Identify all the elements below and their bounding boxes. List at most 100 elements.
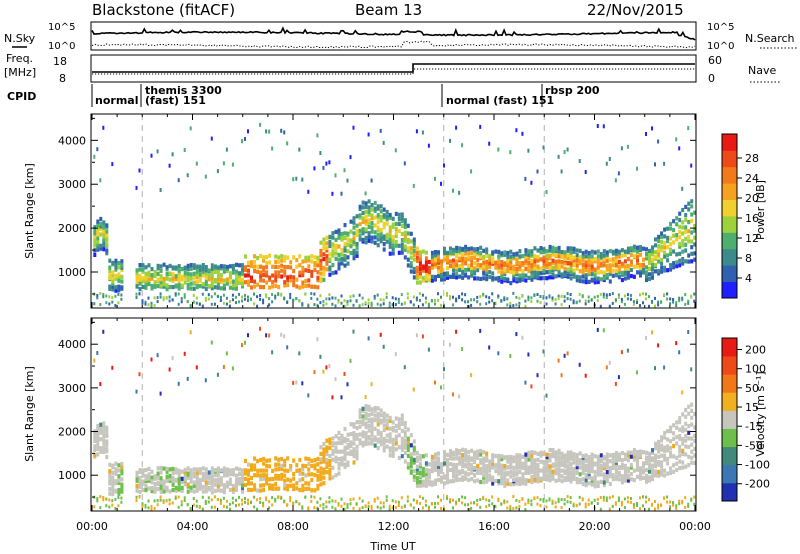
velocity-cell <box>642 463 645 469</box>
power-noise-cell <box>231 162 234 167</box>
colorbar-swatch <box>722 216 737 233</box>
power-cell <box>464 256 468 261</box>
velocity-cell <box>430 454 434 459</box>
velocity-cell <box>207 485 211 491</box>
power-cell <box>283 269 287 274</box>
power-noise-cell <box>497 147 500 152</box>
velocity-cell <box>427 472 431 477</box>
velocity-cell <box>648 451 651 456</box>
power-cell <box>575 278 579 283</box>
velocity-cell <box>114 467 118 472</box>
power-cell <box>355 232 359 237</box>
power-cell <box>427 277 431 282</box>
velocity-cell <box>515 453 519 458</box>
velocity-cell <box>557 451 561 456</box>
velocity-ground-cell <box>482 495 485 499</box>
velocity-ground-cell <box>551 499 554 503</box>
velocity-cell <box>584 453 588 458</box>
power-cell <box>678 230 682 235</box>
velocity-ground-cell <box>253 505 256 509</box>
velocity-cell <box>654 473 657 478</box>
velocity-cell <box>629 471 633 477</box>
velocity-cell <box>536 457 540 462</box>
power-cell <box>666 235 670 240</box>
velocity-ground-cell <box>476 503 479 507</box>
power-cell <box>485 250 489 255</box>
velocity-cell <box>114 488 118 493</box>
power-cell <box>663 254 667 259</box>
power-cell <box>322 246 326 251</box>
velocity-cell <box>186 466 190 471</box>
velocity-cell <box>446 468 449 474</box>
power-cell <box>250 260 253 265</box>
velocity-cell <box>352 433 356 438</box>
velocity-cell <box>222 485 226 491</box>
velocity-cell <box>455 475 459 480</box>
power-cell <box>536 264 540 269</box>
power-ground-cell <box>141 299 144 303</box>
power-cell <box>542 255 546 260</box>
velocity-cell <box>551 473 555 478</box>
velocity-cell <box>153 489 157 494</box>
velocity-cell <box>274 467 278 472</box>
power-cell <box>147 277 151 282</box>
velocity-cell <box>584 457 588 463</box>
power-ground-cell <box>174 293 177 297</box>
power-cell <box>663 234 667 239</box>
power-cell <box>385 232 389 237</box>
velocity-cell <box>669 445 673 451</box>
velocity-ground-cell <box>268 500 271 504</box>
power-ground-cell <box>657 300 660 304</box>
power-ground-cell <box>171 298 174 302</box>
velocity-cell <box>289 483 293 488</box>
power-cell <box>629 267 633 273</box>
velocity-ground-cell <box>231 501 234 505</box>
velocity-ground-cell <box>96 499 99 503</box>
power-cell <box>244 265 247 270</box>
velocity-cell <box>548 456 552 461</box>
velocity-cell <box>675 435 679 440</box>
velocity-cell <box>524 478 528 483</box>
radar-title: Blackstone (fitACF) <box>92 1 235 19</box>
velocity-cell <box>331 441 335 446</box>
power-cell <box>120 263 124 268</box>
velocity-cell <box>180 488 184 493</box>
power-ground-cell <box>195 296 198 300</box>
velocity-cell <box>548 478 552 483</box>
power-cell <box>590 277 594 282</box>
velocity-cell <box>394 428 398 433</box>
power-ground-cell <box>382 302 385 306</box>
velocity-noise-cell <box>171 356 174 361</box>
velocity-ground-cell <box>388 504 391 508</box>
power-cell <box>602 249 606 254</box>
velocity-cell <box>102 425 106 430</box>
power-ground-cell <box>542 296 545 300</box>
velocity-cell <box>530 453 534 458</box>
colorbar-tick-label: 4 <box>745 272 752 285</box>
power-cell <box>578 275 582 280</box>
power-cell <box>409 246 413 251</box>
power-cell <box>509 249 513 254</box>
velocity-noise-cell <box>183 351 186 356</box>
power-cell <box>93 243 97 248</box>
power-cell <box>295 258 299 263</box>
power-ground-cell <box>256 295 259 299</box>
power-cell <box>539 266 543 271</box>
velocity-cell <box>446 460 449 465</box>
power-ground-cell <box>153 303 156 307</box>
power-cell <box>452 272 455 277</box>
velocity-noise-cell <box>295 380 298 385</box>
velocity-cell <box>385 426 389 431</box>
freq-label: Freq. <box>6 52 33 65</box>
power-cell <box>283 273 287 278</box>
velocity-cell <box>247 468 250 473</box>
velocity-cell <box>424 472 428 477</box>
velocity-cell <box>406 436 410 441</box>
velocity-cell <box>530 469 534 474</box>
power-cell <box>198 268 202 273</box>
velocity-cell <box>120 477 124 482</box>
velocity-cell <box>452 462 455 467</box>
power-cell <box>521 275 525 281</box>
power-ground-cell <box>421 303 424 307</box>
